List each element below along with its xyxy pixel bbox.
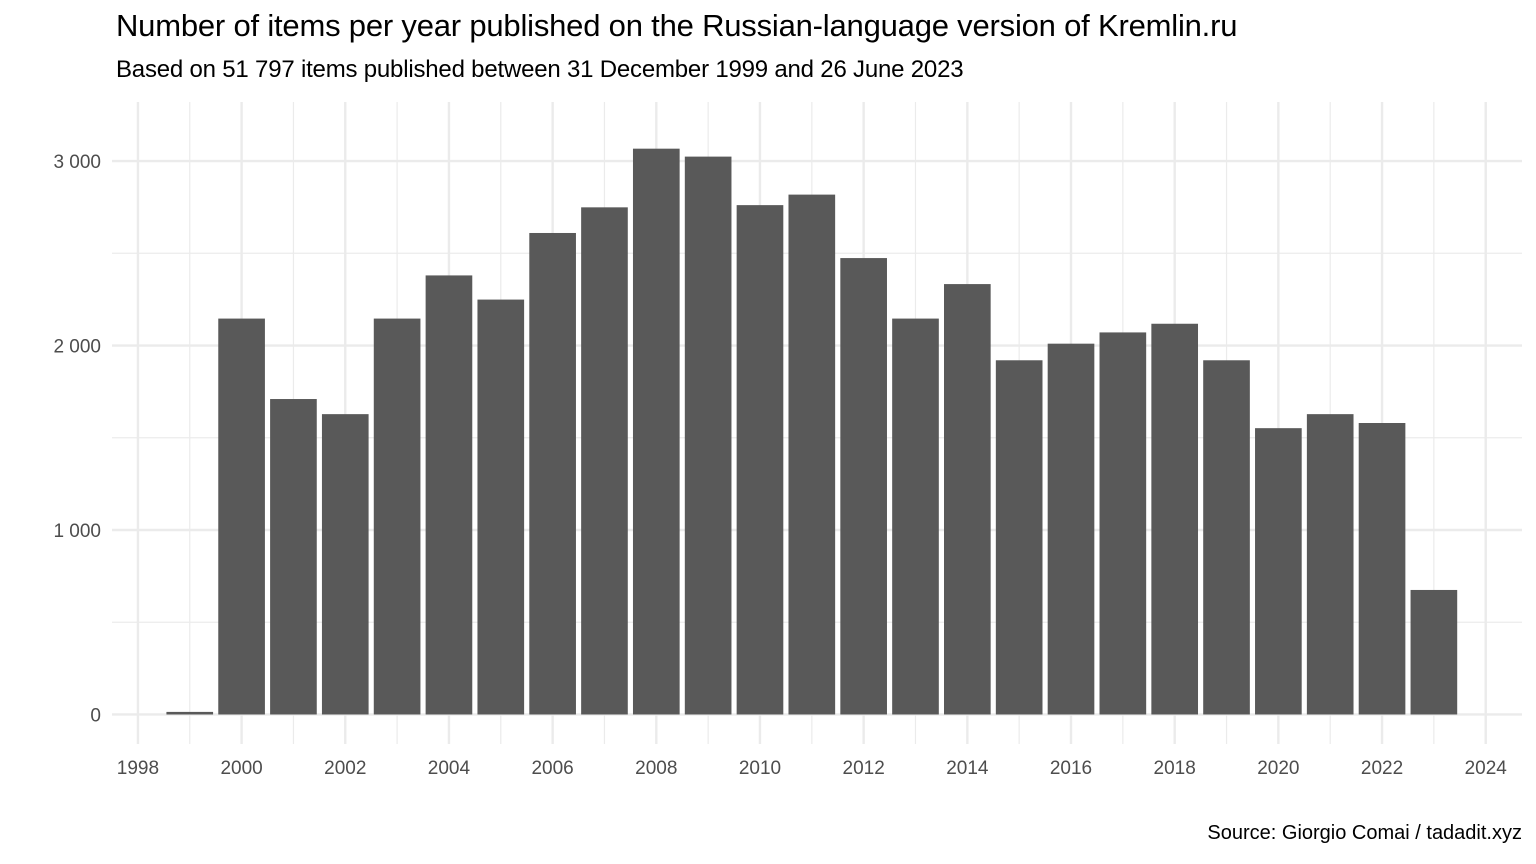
x-tick-label: 2006 bbox=[531, 758, 573, 779]
bar-2023 bbox=[1410, 589, 1458, 715]
x-tick-label: 2004 bbox=[428, 758, 471, 779]
bars bbox=[166, 148, 1458, 715]
x-tick-label: 2002 bbox=[324, 758, 366, 779]
x-tick-label: 1998 bbox=[117, 758, 159, 779]
bar-2019 bbox=[1203, 360, 1250, 715]
bar-2000 bbox=[218, 318, 265, 715]
chart-title: Number of items per year published on th… bbox=[116, 8, 1238, 43]
bar-2014 bbox=[944, 284, 991, 715]
chart-caption: Source: Giorgio Comai / tadadit.xyz bbox=[1207, 822, 1522, 844]
x-tick-label: 2010 bbox=[739, 758, 781, 779]
y-tick-label: 0 bbox=[90, 705, 101, 726]
x-tick-label: 2016 bbox=[1050, 758, 1092, 779]
bar-2018 bbox=[1151, 323, 1199, 715]
y-tick-label: 2 000 bbox=[53, 337, 101, 358]
bar-2021 bbox=[1306, 414, 1354, 715]
x-tick-label: 2020 bbox=[1257, 758, 1299, 779]
bar-2015 bbox=[995, 360, 1043, 715]
x-tick-label: 2012 bbox=[843, 758, 885, 779]
x-tick-label: 2022 bbox=[1361, 758, 1403, 779]
y-tick-label: 1 000 bbox=[53, 521, 101, 542]
x-tick-label: 2014 bbox=[946, 758, 989, 779]
bar-2002 bbox=[321, 414, 369, 715]
bar-2009 bbox=[684, 156, 732, 715]
x-tick-label: 2018 bbox=[1154, 758, 1196, 779]
bar-2008 bbox=[632, 148, 680, 715]
bar-2007 bbox=[581, 207, 628, 715]
bar-2003 bbox=[373, 318, 421, 715]
chart-subtitle: Based on 51 797 items published between … bbox=[116, 56, 964, 83]
bar-2020 bbox=[1255, 428, 1302, 715]
y-tick-label: 3 000 bbox=[53, 152, 101, 173]
bar-2004 bbox=[425, 275, 473, 715]
bar-2017 bbox=[1099, 332, 1147, 715]
bar-1999 bbox=[166, 711, 214, 715]
x-tick-label: 2000 bbox=[220, 758, 262, 779]
axis-labels: 1998 2000 2002 2004 2006 2008 2010 2012 2014 2016… bbox=[53, 152, 1507, 779]
x-tick-label: 2008 bbox=[635, 758, 677, 779]
bar-2010 bbox=[736, 205, 784, 715]
bar-2005 bbox=[477, 299, 525, 715]
bar-2013 bbox=[892, 318, 939, 715]
x-tick-label: 2024 bbox=[1465, 758, 1508, 779]
bar-2001 bbox=[270, 399, 317, 715]
bar-2016 bbox=[1047, 343, 1095, 715]
bar-2006 bbox=[529, 232, 576, 715]
bar-2011 bbox=[788, 194, 836, 715]
bar-2012 bbox=[840, 258, 887, 715]
bar-2022 bbox=[1358, 423, 1406, 715]
